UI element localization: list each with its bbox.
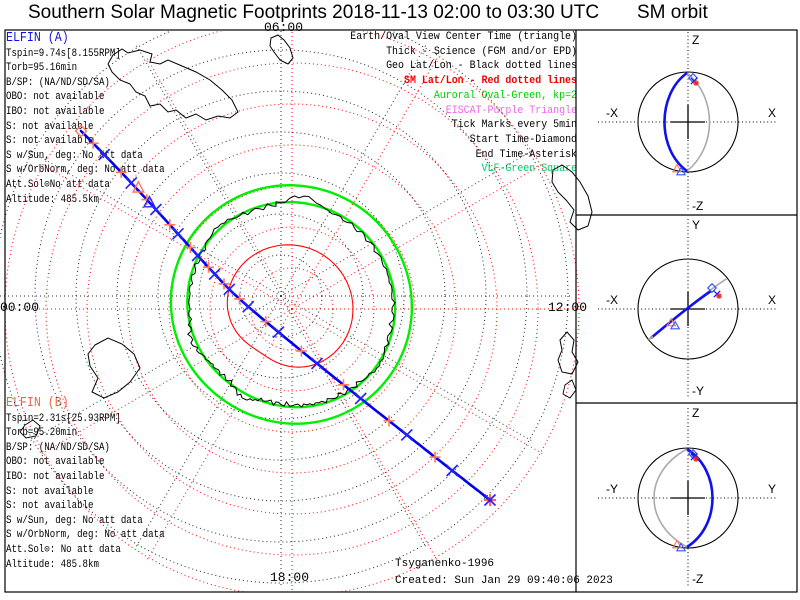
- svg-text:-Y: -Y: [606, 482, 618, 496]
- svg-text:-Y: -Y: [692, 384, 704, 398]
- svg-text:Y: Y: [692, 218, 700, 232]
- svg-text:-Z: -Z: [692, 572, 703, 586]
- svg-text:-Z: -Z: [692, 199, 703, 213]
- svg-text:Y: Y: [768, 482, 776, 496]
- svg-text:X: X: [768, 106, 776, 120]
- svg-text:Z: Z: [692, 406, 699, 420]
- svg-text:-X: -X: [606, 106, 618, 120]
- svg-text:X: X: [768, 293, 776, 307]
- svg-text:Z: Z: [692, 33, 699, 47]
- svg-text:-X: -X: [606, 293, 618, 307]
